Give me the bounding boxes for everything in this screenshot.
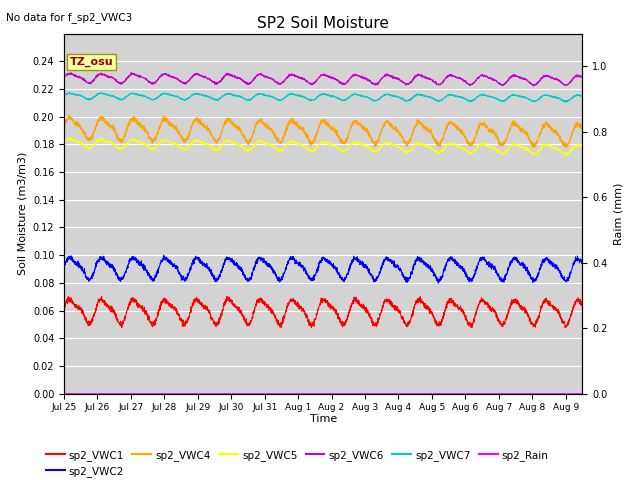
sp2_VWC2 [579,259,586,265]
sp2_VWC4 [530,145,538,151]
sp2_VWC2 [435,280,442,286]
sp2_VWC1 [119,320,127,326]
X-axis label: Time: Time [310,414,337,424]
Line: sp2_VWC4: sp2_VWC4 [64,115,582,148]
sp2_VWC7 [97,89,104,95]
sp2_VWC2 [160,252,168,258]
sp2_VWC6 [579,75,586,81]
sp2_VWC1 [282,311,289,316]
sp2_VWC1 [307,325,315,331]
sp2_VWC7 [120,96,127,102]
sp2_Rain [150,391,157,396]
sp2_VWC6 [128,70,136,75]
Title: SP2 Soil Moisture: SP2 Soil Moisture [257,16,389,31]
sp2_VWC5 [259,139,267,144]
sp2_VWC1 [513,299,520,304]
sp2_Rain [579,391,586,396]
sp2_VWC1 [223,293,231,299]
sp2_VWC2 [119,275,127,281]
sp2_Rain [259,391,267,396]
sp2_VWC6 [259,72,267,78]
sp2_VWC1 [259,301,267,307]
Line: sp2_VWC1: sp2_VWC1 [64,296,582,328]
sp2_VWC4 [60,121,68,127]
sp2_VWC2 [259,255,267,261]
sp2_VWC7 [563,99,570,105]
sp2_VWC7 [150,96,158,102]
sp2_VWC5 [60,139,68,144]
sp2_VWC6 [513,73,520,79]
sp2_VWC1 [569,305,577,311]
sp2_VWC2 [569,264,577,270]
sp2_VWC4 [65,112,73,118]
sp2_VWC6 [282,77,289,83]
sp2_VWC4 [120,137,127,143]
sp2_VWC7 [259,91,267,97]
Legend: sp2_VWC1, sp2_VWC2, sp2_VWC4, sp2_VWC5, sp2_VWC6, sp2_VWC7, sp2_Rain: sp2_VWC1, sp2_VWC2, sp2_VWC4, sp2_VWC5, … [42,445,553,480]
sp2_VWC4 [579,124,586,130]
sp2_VWC4 [513,122,520,128]
sp2_VWC7 [579,94,586,99]
sp2_VWC2 [60,262,68,267]
sp2_VWC6 [150,79,158,85]
sp2_VWC5 [120,145,127,151]
sp2_VWC4 [150,137,158,143]
sp2_Rain [60,391,68,396]
sp2_VWC6 [569,77,577,83]
sp2_Rain [513,391,520,396]
sp2_VWC6 [60,74,68,80]
sp2_Rain [282,391,289,396]
Text: TZ_osu: TZ_osu [70,57,114,67]
sp2_Rain [568,391,576,396]
sp2_VWC6 [119,80,127,85]
Line: sp2_VWC2: sp2_VWC2 [64,255,582,283]
Text: No data for f_sp2_VWC3: No data for f_sp2_VWC3 [6,12,132,23]
sp2_VWC6 [529,83,537,89]
sp2_VWC1 [150,321,157,327]
sp2_VWC5 [569,145,577,151]
Line: sp2_VWC7: sp2_VWC7 [64,92,582,102]
sp2_VWC2 [150,276,157,282]
sp2_VWC5 [65,135,73,141]
sp2_VWC5 [150,146,158,152]
sp2_VWC4 [282,129,289,135]
sp2_VWC1 [579,302,586,308]
sp2_VWC4 [569,131,577,136]
sp2_VWC5 [563,152,570,158]
Line: sp2_VWC6: sp2_VWC6 [64,72,582,86]
sp2_VWC5 [579,144,586,150]
sp2_VWC5 [282,144,289,150]
sp2_VWC5 [513,142,520,148]
sp2_VWC2 [282,265,289,271]
sp2_VWC4 [259,120,267,126]
sp2_VWC2 [513,258,520,264]
Line: sp2_VWC5: sp2_VWC5 [64,138,582,155]
sp2_VWC7 [569,94,577,100]
sp2_VWC7 [513,93,520,98]
sp2_VWC1 [60,304,68,310]
sp2_VWC7 [60,92,68,97]
Y-axis label: Raim (mm): Raim (mm) [613,182,623,245]
Y-axis label: Soil Moisture (m3/m3): Soil Moisture (m3/m3) [17,152,27,276]
sp2_VWC7 [282,94,289,100]
sp2_Rain [119,391,127,396]
